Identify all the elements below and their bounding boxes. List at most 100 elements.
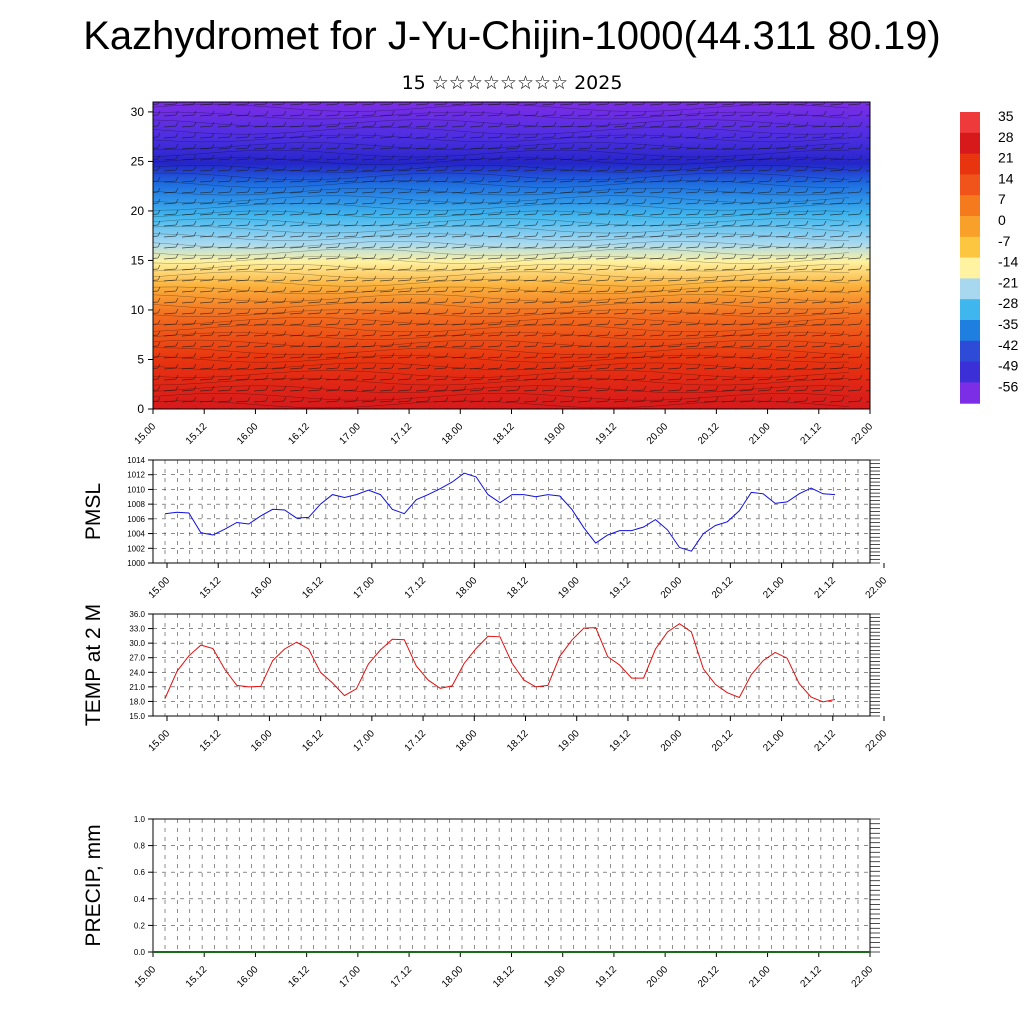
x-tick-label: 20.00 [645, 964, 671, 990]
y-tick-label: 1004 [127, 530, 145, 539]
x-tick-label: 16.00 [249, 728, 275, 754]
contour-line [153, 180, 850, 188]
upper-air-panel: 0 5 10 15 20 25 30 15.00 15.12 16.00 16.12 17.00 17.… [131, 101, 875, 447]
precip-panel: 0.0 0.2 0.4 0.6 0.8 1.0 15.00 15.12 16.00 16.12 17… [82, 815, 880, 990]
y-tick-label: 15 [131, 253, 145, 267]
contour-line [153, 142, 850, 150]
y-tick-label: 5 [137, 352, 144, 366]
contour-line [153, 218, 850, 226]
colorbar-label: -21 [998, 274, 1018, 290]
y-tick-label: 18.0 [129, 697, 145, 706]
contour-line [153, 385, 850, 393]
y-tick-label: 30 [131, 105, 145, 119]
x-tick-label: 17.12 [403, 728, 429, 754]
contour-line [153, 210, 850, 219]
contour-line [153, 104, 850, 112]
x-tick-label: 19.12 [608, 728, 634, 754]
contour-line [153, 362, 850, 371]
colorbar-label: 14 [998, 170, 1014, 186]
colorbar-label: 7 [998, 191, 1006, 207]
x-tick-label: 18.00 [454, 575, 480, 601]
contour-line [153, 157, 850, 165]
y-tick-label: 24.0 [129, 668, 145, 677]
x-tick-label: 20.00 [645, 421, 671, 447]
x-tick-label: 17.00 [352, 728, 378, 754]
x-tick-label: 21.00 [761, 728, 787, 754]
x-tick-label: 20.00 [659, 575, 685, 601]
colorbar-label: -56 [998, 378, 1018, 394]
contour-line [153, 225, 850, 234]
colorbar-swatch [960, 236, 980, 259]
colorbar-swatch [960, 299, 980, 321]
x-tick-label: 18.00 [454, 728, 480, 754]
contour-line [153, 339, 850, 348]
y-axis-label: PMSL [82, 483, 105, 540]
page-title: Kazhydromet for J-Yu-Chijin-1000(44.311 … [83, 14, 941, 58]
panel-frame [152, 613, 871, 717]
colorbar-swatch [960, 132, 980, 155]
contour-line [153, 248, 850, 257]
y-tick-label: 0.4 [134, 895, 146, 904]
contour-line [153, 317, 850, 325]
pmsl-line [164, 472, 836, 552]
x-tick-label: 20.12 [710, 728, 736, 754]
x-tick-label: 16.12 [300, 728, 326, 754]
x-tick-label: 18.12 [505, 575, 531, 601]
x-tick-label: 16.00 [235, 421, 261, 447]
y-tick-label: 0.0 [134, 948, 146, 957]
contour-line [153, 377, 850, 386]
y-tick-label: 15.0 [129, 712, 145, 721]
x-tick-label: 18.00 [440, 964, 466, 990]
contour-lines [153, 104, 850, 409]
colorbar-swatch [960, 320, 980, 342]
colorbar-swatch [960, 278, 980, 300]
colorbar-label: 21 [998, 150, 1014, 166]
colorbar-label: -42 [998, 337, 1018, 353]
y-tick-label: 1.0 [134, 815, 146, 824]
y-axis-label: TEMP at 2 M [82, 604, 105, 726]
x-tick-label: 22.00 [864, 575, 890, 601]
colorbar-swatch [960, 174, 980, 196]
contour-line [153, 309, 850, 317]
colorbar-swatch [960, 153, 980, 175]
colorbar-swatch [960, 382, 980, 404]
contour-line [153, 271, 850, 279]
y-tick-label: 0.8 [134, 842, 146, 851]
colorbar-swatch [960, 340, 980, 363]
colorbar-swatch [960, 361, 980, 383]
x-tick-label: 19.12 [594, 421, 620, 447]
x-tick-label: 15.12 [184, 421, 210, 447]
x-tick-label: 21.00 [747, 964, 773, 990]
y-tick-label: 0 [137, 402, 144, 416]
contour-line [153, 324, 850, 333]
x-tick-label: 16.00 [249, 575, 275, 601]
x-tick-label: 15.00 [147, 575, 173, 601]
x-tick-label: 21.00 [747, 421, 773, 447]
temp-2m-line [164, 623, 836, 703]
contour-line [153, 332, 850, 340]
contour-line [153, 400, 850, 409]
x-tick-label: 17.00 [352, 575, 378, 601]
contour-line [153, 187, 850, 196]
x-tick-label: 18.12 [505, 728, 531, 754]
colorbar: 35 28 21 14 7 0 -7 -14 -21 -28 -35 -42 -49 -56 [960, 108, 1018, 404]
x-tick-label: 21.00 [761, 575, 787, 601]
x-tick-label: 16.00 [235, 964, 261, 990]
x-tick-label: 17.00 [338, 421, 364, 447]
contour-line [153, 111, 850, 120]
y-tick-label: 1002 [127, 544, 145, 553]
x-tick-label: 16.12 [286, 421, 312, 447]
x-tick-label: 16.12 [286, 964, 312, 990]
x-tick-label: 19.12 [594, 964, 620, 990]
x-tick-label: 20.12 [696, 964, 722, 990]
y-tick-label: 0.6 [134, 868, 146, 877]
x-tick-label: 19.12 [608, 575, 634, 601]
x-tick-label: 19.00 [556, 575, 582, 601]
colorbar-swatch [960, 257, 980, 279]
temp-2m-panel: 15.0 18.0 21.0 24.0 27.0 30.0 33.0 36.0 15.00 15.… [82, 604, 889, 754]
colorbar-swatch [960, 195, 980, 217]
x-tick-label: 21.12 [798, 421, 824, 447]
contour-line [153, 286, 850, 295]
colorbar-label: -49 [998, 358, 1018, 374]
